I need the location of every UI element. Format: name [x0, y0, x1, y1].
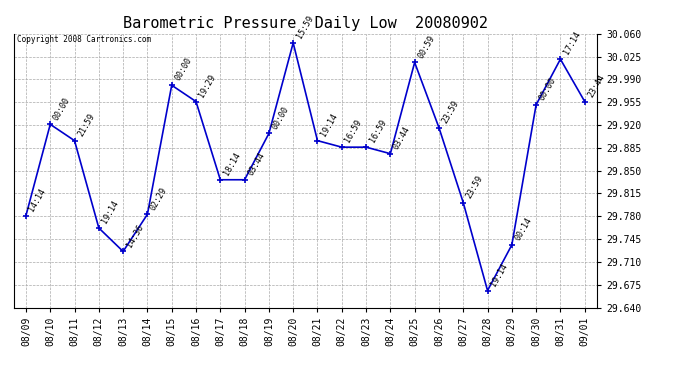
- Text: 15:59: 15:59: [295, 14, 315, 40]
- Text: 03:44: 03:44: [392, 125, 412, 151]
- Text: 23:59: 23:59: [464, 174, 485, 200]
- Text: 00:14: 00:14: [513, 216, 533, 242]
- Text: 23:59: 23:59: [440, 99, 461, 125]
- Text: 18:14: 18:14: [221, 151, 242, 177]
- Text: 16:59: 16:59: [343, 118, 364, 144]
- Text: 00:59: 00:59: [416, 33, 436, 60]
- Text: 00:00: 00:00: [173, 56, 193, 82]
- Text: 21:59: 21:59: [76, 112, 96, 138]
- Text: 00:00: 00:00: [52, 95, 72, 122]
- Text: 19:14: 19:14: [489, 262, 509, 288]
- Text: 02:29: 02:29: [149, 185, 169, 211]
- Text: 23:44: 23:44: [586, 73, 607, 99]
- Text: 19:14: 19:14: [100, 199, 121, 225]
- Text: 17:14: 17:14: [562, 30, 582, 56]
- Text: 14:36: 14:36: [124, 222, 145, 249]
- Text: 19:14: 19:14: [319, 112, 339, 138]
- Text: Copyright 2008 Cartronics.com: Copyright 2008 Cartronics.com: [17, 35, 151, 44]
- Text: 03:44: 03:44: [246, 151, 266, 177]
- Text: 00:00: 00:00: [270, 105, 290, 131]
- Text: 14:14: 14:14: [28, 187, 48, 213]
- Text: 00:00: 00:00: [538, 76, 558, 102]
- Text: 16:59: 16:59: [368, 118, 388, 144]
- Text: 19:29: 19:29: [197, 73, 217, 99]
- Title: Barometric Pressure  Daily Low  20080902: Barometric Pressure Daily Low 20080902: [123, 16, 488, 31]
